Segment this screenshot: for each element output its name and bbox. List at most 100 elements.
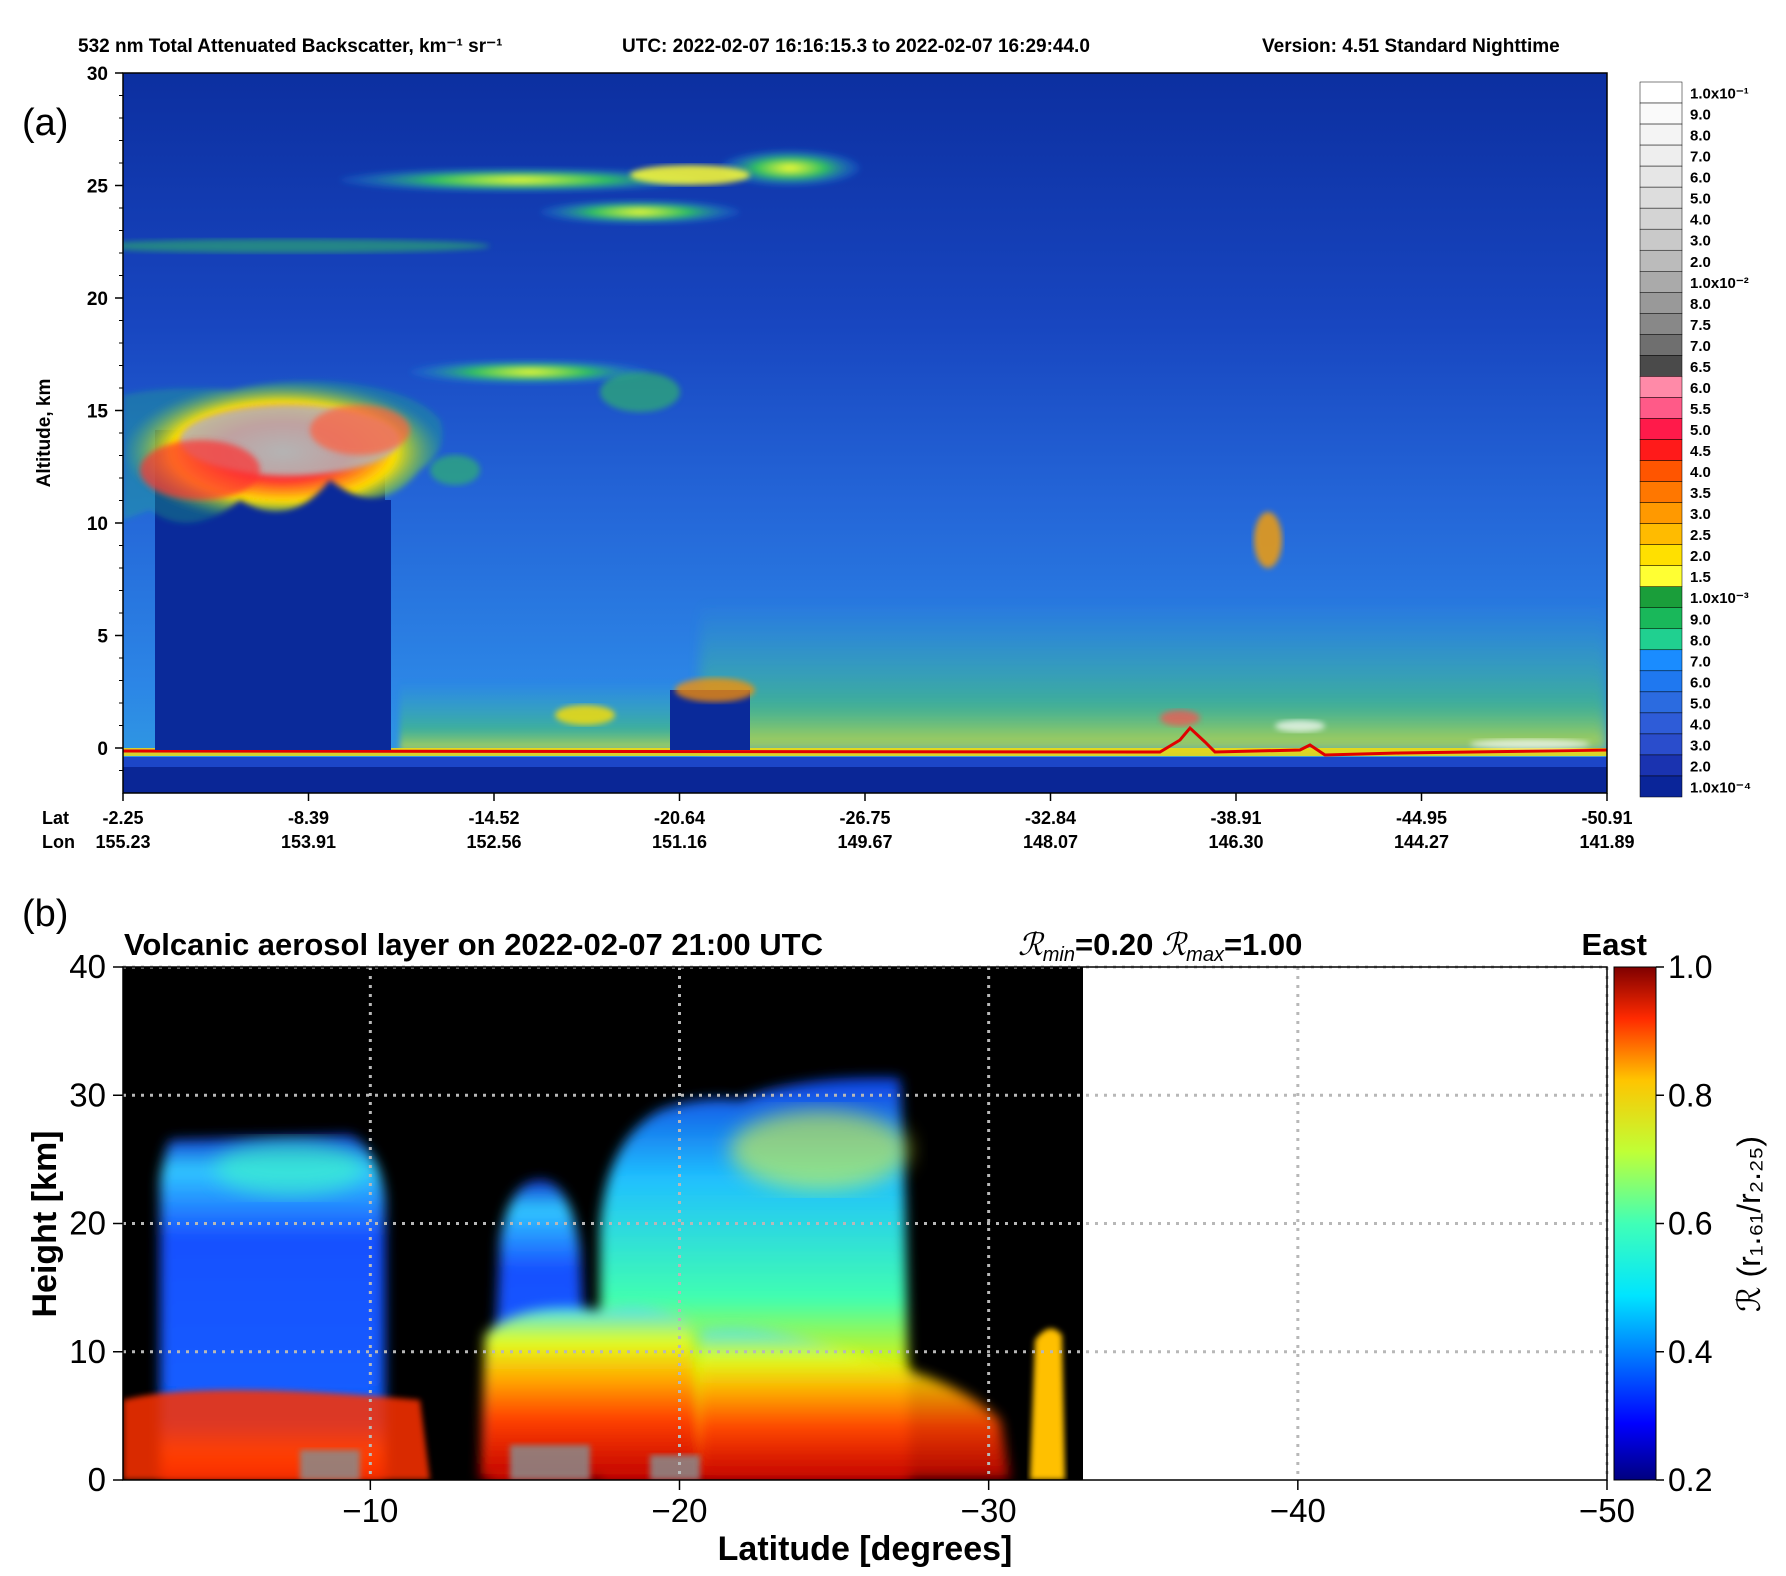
panel-b-x-tick-label: −20: [652, 1492, 708, 1529]
panel-a-lat-label: Lat: [42, 808, 69, 828]
panel-a-utc: UTC: 2022-02-07 16:16:15.3 to 2022-02-07…: [622, 36, 1090, 57]
panel-a-lon-tick-label: 141.89: [1579, 832, 1634, 852]
panel-a-colorbar-segment: [1639, 418, 1683, 440]
panel-a-colorbar-segment: [1639, 691, 1683, 714]
panel-a-colorbar-label: 5.0: [1690, 695, 1711, 712]
panel-a-colorbar-segment: [1639, 544, 1683, 566]
panel-a-colorbar-label: 7.0: [1690, 653, 1711, 670]
panel-b-colorbar-label: ℛ (r₁.₆₁/r₂.₂₅): [1731, 1136, 1767, 1312]
panel-b-x-tick-label: −40: [1270, 1492, 1326, 1529]
panel-a-colorbar-label: 4.0: [1690, 464, 1711, 481]
panel-b-y-tick-label: 0: [88, 1461, 106, 1498]
panel-a-y-tick-label: 5: [97, 627, 108, 648]
panel-a: (a) 532 nm Total Attenuated Backscatter,…: [22, 36, 1751, 852]
panel-b-colorbar-tick-label: 1.0: [1668, 949, 1712, 985]
panel-a-colorbar-label: 8.0: [1690, 632, 1711, 649]
panel-a-lat-tick-label: -44.95: [1396, 808, 1447, 828]
panel-b-colorbar: [1613, 966, 1657, 1481]
panel-a-colorbar-segment: [1639, 144, 1683, 167]
panel-a-plot: [123, 73, 1607, 793]
panel-b-label: (b): [22, 893, 68, 935]
panel-a-lat-tick-label: -32.84: [1025, 808, 1076, 828]
panel-a-y-tick-label: 15: [87, 402, 109, 423]
panel-b-title: Volcanic aerosol layer on 2022-02-07 21:…: [124, 927, 823, 962]
panel-a-label: (a): [22, 102, 68, 144]
panel-a-colorbar-segment: [1639, 249, 1683, 272]
panel-a-y-tick-label: 20: [87, 289, 108, 310]
panel-a-colorbar-label: 5.0: [1690, 422, 1711, 439]
panel-a-colorbar-label: 3.0: [1690, 233, 1711, 250]
panel-a-lat-tick-label: -26.75: [839, 808, 890, 828]
panel-a-colorbar-label: 1.5: [1690, 569, 1711, 586]
panel-b-y-tick-label: 20: [69, 1205, 106, 1242]
panel-a-colorbar: 1.0x10⁻¹ 9.0 8.0 7.0 6.0 5.0 4.0 3.0 2.0 1.0x10⁻²…: [1639, 81, 1751, 798]
panel-a-colorbar-label: 5.5: [1690, 401, 1711, 418]
panel-a-colorbar-label: 2.0: [1690, 548, 1711, 565]
panel-a-colorbar-segment: [1639, 165, 1683, 188]
panel-a-colorbar-label: 4.0: [1690, 212, 1711, 229]
panel-a-colorbar-label: 7.5: [1690, 317, 1711, 334]
panel-b-y-tick-label: 40: [69, 948, 106, 985]
panel-a-colorbar-segment: [1639, 292, 1683, 314]
panel-a-colorbar-label: 4.0: [1690, 716, 1711, 733]
panel-a-colorbar-segment: [1639, 81, 1683, 104]
panel-a-colorbar-segment: [1639, 271, 1683, 293]
panel-a-lat-tick-label: -50.91: [1581, 808, 1632, 828]
panel-a-colorbar-segment: [1639, 775, 1683, 798]
panel-a-colorbar-segment: [1639, 397, 1683, 419]
panel-a-colorbar-segment: [1639, 754, 1683, 777]
panel-a-lon-tick-label: 151.16: [652, 832, 707, 852]
panel-a-x-axis: -2.25 155.23 -8.39 153.91 -14.52 152.56 -20.64…: [95, 793, 1635, 852]
panel-a-lat-tick-label: -38.91: [1210, 808, 1261, 828]
panel-a-lat-tick-label: -14.52: [468, 808, 519, 828]
panel-a-colorbar-segment: [1639, 712, 1683, 735]
panel-a-colorbar-label: 3.5: [1690, 485, 1711, 502]
panel-b-y-label: Height [km]: [26, 1131, 64, 1318]
panel-a-colorbar-segment: [1639, 607, 1683, 630]
panel-b-x-tick-label: −30: [961, 1492, 1017, 1529]
panel-a-colorbar-label: 8.0: [1690, 296, 1711, 313]
panel-a-lat-tick-label: -2.25: [102, 808, 143, 828]
panel-a-colorbar-label: 1.0x10⁻³: [1690, 590, 1749, 607]
panel-a-y-tick-label: 10: [87, 514, 108, 535]
panel-a-colorbar-label: 2.5: [1690, 527, 1711, 544]
panel-b-y-tick-label: 30: [69, 1076, 106, 1113]
panel-a-version: Version: 4.51 Standard Nighttime: [1262, 36, 1560, 57]
panel-a-colorbar-segment: [1639, 481, 1683, 503]
panel-b-rmin-rmax: ℛmin=0.20 ℛmax=1.00: [1018, 927, 1302, 966]
panel-a-colorbar-label: 7.0: [1690, 338, 1711, 355]
panel-a-colorbar-segment: [1639, 460, 1683, 482]
panel-a-colorbar-label: 6.0: [1690, 170, 1711, 187]
panel-a-colorbar-label: 2.0: [1690, 758, 1711, 775]
panel-a-colorbar-label: 6.5: [1690, 359, 1711, 376]
panel-a-colorbar-segment: [1639, 439, 1683, 461]
panel-b: (b) Volcanic aerosol layer on 2022-02-07…: [22, 893, 1767, 1568]
panel-b-x-tick-label: −10: [342, 1492, 398, 1529]
panel-a-colorbar-segment: [1639, 502, 1683, 524]
panel-b-x-tick-label: −50: [1579, 1492, 1635, 1529]
panel-a-colorbar-segment: [1639, 207, 1683, 230]
panel-a-colorbar-label: 8.0: [1690, 128, 1711, 145]
panel-a-lon-label: Lon: [42, 832, 75, 852]
panel-a-colorbar-segment: [1639, 628, 1683, 651]
panel-b-direction: East: [1582, 927, 1647, 962]
panel-b-colorbar-tick-label: 0.4: [1668, 1334, 1712, 1370]
panel-a-lon-tick-label: 155.23: [95, 832, 150, 852]
panel-a-y-axis: 0 5 10 15 20 25 30: [87, 64, 123, 771]
panel-a-colorbar-segment: [1639, 313, 1683, 335]
panel-a-colorbar-label: 1.0x10⁻²: [1690, 275, 1749, 292]
panel-a-colorbar-segment: [1639, 334, 1683, 356]
panel-a-colorbar-label: 6.0: [1690, 380, 1711, 397]
panel-a-lon-tick-label: 149.67: [837, 832, 892, 852]
panel-a-colorbar-label: 3.0: [1690, 737, 1711, 754]
panel-a-y-tick-label: 30: [87, 64, 108, 85]
panel-a-colorbar-label: 6.0: [1690, 674, 1711, 691]
panel-a-colorbar-segment: [1639, 228, 1683, 251]
panel-b-axes: −10 −20 −30 −40 −50 0 10 20 30 40: [69, 948, 1635, 1529]
panel-a-lon-tick-label: 153.91: [281, 832, 336, 852]
panel-a-colorbar-label: 9.0: [1690, 611, 1711, 628]
panel-a-lon-tick-label: 148.07: [1023, 832, 1078, 852]
panel-a-colorbar-label: 5.0: [1690, 191, 1711, 208]
panel-a-lon-tick-label: 144.27: [1394, 832, 1449, 852]
